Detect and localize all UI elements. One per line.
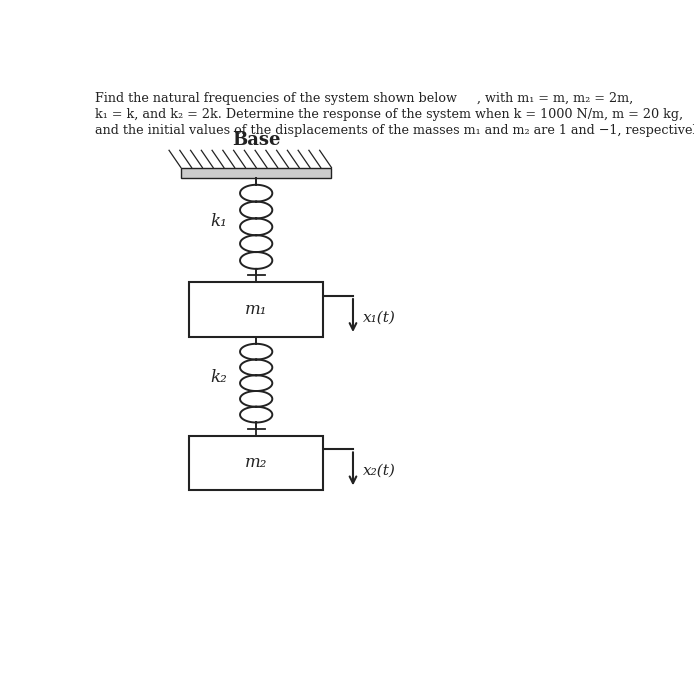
Text: m₂: m₂ [245, 454, 267, 471]
Text: x₂(t): x₂(t) [363, 464, 396, 478]
Text: x₁(t): x₁(t) [363, 310, 396, 324]
Text: Base: Base [232, 131, 280, 148]
Text: k₂: k₂ [210, 370, 226, 386]
Text: and the initial values of the displacements of the masses m₁ and m₂ are 1 and −1: and the initial values of the displaceme… [95, 125, 694, 137]
Bar [189, 282, 323, 337]
Text: k₁ = k, and k₂ = 2k. Determine the response of the system when k = 1000 N/m, m =: k₁ = k, and k₂ = 2k. Determine the respo… [95, 108, 683, 121]
Text: Find the natural frequencies of the system shown below     , with m₁ = m, m₂ = 2: Find the natural frequencies of the syst… [95, 92, 633, 105]
Text: m₁: m₁ [245, 301, 267, 318]
Bar [189, 436, 323, 490]
Bar [181, 167, 332, 178]
Text: k₁: k₁ [210, 213, 226, 230]
